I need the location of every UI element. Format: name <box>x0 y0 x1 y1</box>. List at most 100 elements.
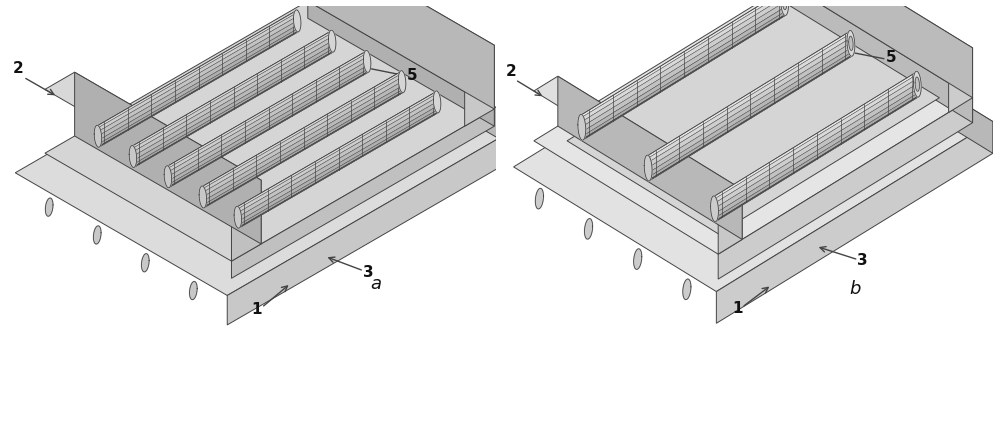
Polygon shape <box>278 0 494 63</box>
Polygon shape <box>847 31 855 57</box>
Polygon shape <box>915 78 919 92</box>
Polygon shape <box>652 46 855 176</box>
Polygon shape <box>634 249 642 270</box>
Polygon shape <box>203 93 404 208</box>
Polygon shape <box>788 0 973 98</box>
Polygon shape <box>585 219 593 240</box>
Polygon shape <box>204 74 405 191</box>
Text: 3: 3 <box>857 253 868 268</box>
Polygon shape <box>718 87 921 216</box>
Polygon shape <box>465 46 494 127</box>
Polygon shape <box>718 190 742 255</box>
Polygon shape <box>206 89 406 207</box>
Polygon shape <box>567 6 939 234</box>
Polygon shape <box>168 73 369 188</box>
Polygon shape <box>241 105 441 224</box>
Polygon shape <box>398 71 406 93</box>
Text: 1: 1 <box>251 301 262 316</box>
Polygon shape <box>231 181 261 261</box>
Polygon shape <box>169 53 370 171</box>
Polygon shape <box>136 44 336 163</box>
Polygon shape <box>190 282 197 300</box>
Polygon shape <box>133 31 334 148</box>
Text: 3: 3 <box>363 264 374 279</box>
Polygon shape <box>239 112 440 228</box>
Polygon shape <box>644 156 652 181</box>
Polygon shape <box>651 37 855 166</box>
Polygon shape <box>171 68 371 187</box>
Polygon shape <box>363 51 371 73</box>
Polygon shape <box>199 187 207 209</box>
Polygon shape <box>585 11 788 138</box>
Polygon shape <box>583 14 787 141</box>
Polygon shape <box>782 0 787 11</box>
Polygon shape <box>101 20 301 139</box>
Polygon shape <box>206 80 406 200</box>
Polygon shape <box>293 11 301 33</box>
Polygon shape <box>711 197 718 222</box>
Polygon shape <box>650 34 854 161</box>
Polygon shape <box>141 254 149 272</box>
Polygon shape <box>716 122 993 323</box>
Polygon shape <box>136 48 336 166</box>
Polygon shape <box>171 64 371 184</box>
Polygon shape <box>169 71 370 188</box>
Polygon shape <box>98 11 299 128</box>
Polygon shape <box>75 73 261 244</box>
Polygon shape <box>94 126 102 148</box>
Polygon shape <box>171 56 371 175</box>
Polygon shape <box>651 51 855 179</box>
Polygon shape <box>308 2 494 127</box>
Polygon shape <box>136 36 336 155</box>
Polygon shape <box>849 37 853 51</box>
Polygon shape <box>240 97 441 215</box>
Polygon shape <box>136 40 336 159</box>
Polygon shape <box>206 85 406 204</box>
Polygon shape <box>534 0 973 255</box>
Polygon shape <box>308 0 494 110</box>
Polygon shape <box>534 77 742 205</box>
Polygon shape <box>715 72 919 199</box>
Polygon shape <box>98 11 297 147</box>
Polygon shape <box>164 166 172 188</box>
Polygon shape <box>133 31 332 168</box>
Polygon shape <box>558 77 742 240</box>
Polygon shape <box>227 124 524 325</box>
Polygon shape <box>168 52 369 168</box>
Polygon shape <box>648 31 852 158</box>
Polygon shape <box>535 189 543 209</box>
Polygon shape <box>582 0 786 117</box>
Polygon shape <box>231 110 494 279</box>
Text: 1: 1 <box>732 300 743 315</box>
Text: b: b <box>849 279 860 297</box>
Polygon shape <box>716 74 920 202</box>
Polygon shape <box>650 55 854 181</box>
Polygon shape <box>788 0 973 123</box>
Polygon shape <box>241 101 441 220</box>
Polygon shape <box>717 78 921 207</box>
Polygon shape <box>578 115 586 141</box>
Polygon shape <box>718 98 973 280</box>
Polygon shape <box>790 0 993 154</box>
Polygon shape <box>239 93 440 212</box>
Polygon shape <box>585 6 788 135</box>
Text: 5: 5 <box>886 50 896 65</box>
Polygon shape <box>101 28 301 146</box>
Polygon shape <box>585 1 788 130</box>
Polygon shape <box>168 52 367 188</box>
Text: a: a <box>370 274 381 292</box>
Polygon shape <box>781 0 788 16</box>
Polygon shape <box>129 146 137 168</box>
Polygon shape <box>238 92 437 228</box>
Polygon shape <box>99 31 300 147</box>
Polygon shape <box>101 16 301 135</box>
Polygon shape <box>328 31 336 53</box>
Polygon shape <box>949 49 973 113</box>
Polygon shape <box>648 57 852 181</box>
Polygon shape <box>134 51 335 168</box>
Polygon shape <box>45 199 53 217</box>
Text: 2: 2 <box>13 61 24 76</box>
Polygon shape <box>683 280 691 300</box>
Polygon shape <box>716 95 920 222</box>
Polygon shape <box>99 13 300 131</box>
